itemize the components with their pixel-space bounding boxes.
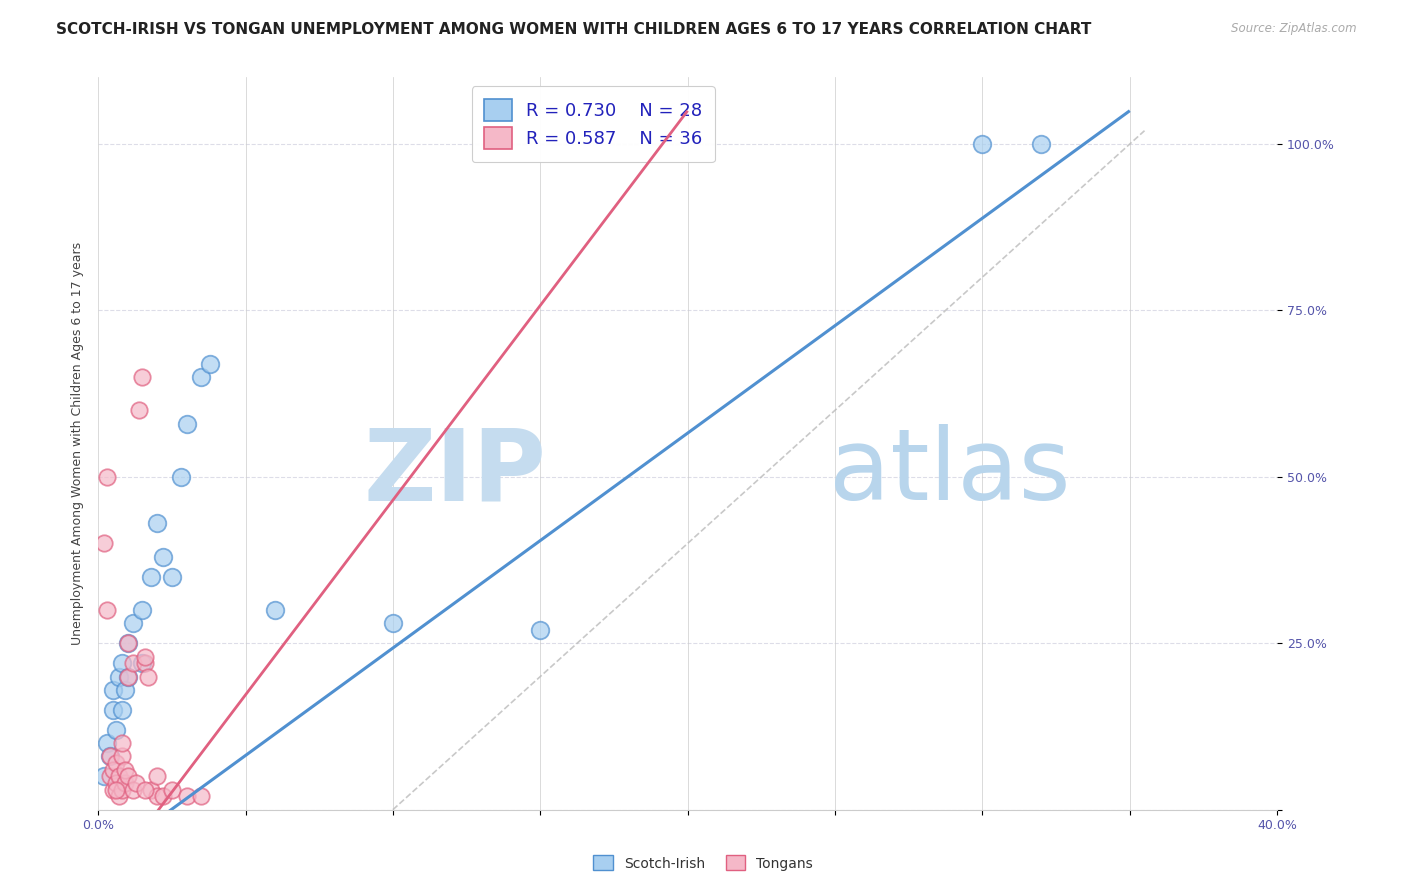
Point <box>101 703 124 717</box>
Point <box>190 370 212 384</box>
Point <box>152 549 174 564</box>
Point <box>107 789 129 804</box>
Point <box>98 769 121 783</box>
Point <box>146 769 169 783</box>
Point <box>101 682 124 697</box>
Point <box>107 669 129 683</box>
Point <box>111 782 134 797</box>
Point <box>96 736 118 750</box>
Point <box>972 136 994 151</box>
Point <box>190 789 212 804</box>
Point <box>122 782 145 797</box>
Point <box>104 723 127 737</box>
Y-axis label: Unemployment Among Women with Children Ages 6 to 17 years: Unemployment Among Women with Children A… <box>72 242 84 645</box>
Point <box>146 789 169 804</box>
Point <box>111 736 134 750</box>
Point <box>104 756 127 770</box>
Point <box>104 776 127 790</box>
Point <box>131 657 153 671</box>
Text: Source: ZipAtlas.com: Source: ZipAtlas.com <box>1232 22 1357 36</box>
Point <box>134 649 156 664</box>
Point <box>117 636 139 650</box>
Point <box>111 703 134 717</box>
Point <box>111 749 134 764</box>
Point <box>98 749 121 764</box>
Point <box>96 470 118 484</box>
Point <box>101 782 124 797</box>
Point <box>176 789 198 804</box>
Point <box>136 669 159 683</box>
Point <box>160 782 183 797</box>
Point <box>128 403 150 417</box>
Point <box>114 776 136 790</box>
Point <box>529 623 551 637</box>
Point <box>152 789 174 804</box>
Point <box>114 682 136 697</box>
Point <box>101 763 124 777</box>
Point <box>93 769 115 783</box>
Point <box>117 669 139 683</box>
Text: ZIP: ZIP <box>363 425 546 521</box>
Point <box>381 616 404 631</box>
Point <box>122 657 145 671</box>
Text: SCOTCH-IRISH VS TONGAN UNEMPLOYMENT AMONG WOMEN WITH CHILDREN AGES 6 TO 17 YEARS: SCOTCH-IRISH VS TONGAN UNEMPLOYMENT AMON… <box>56 22 1091 37</box>
Point <box>111 657 134 671</box>
Point <box>98 749 121 764</box>
Point <box>93 536 115 550</box>
Point <box>169 470 191 484</box>
Point <box>131 603 153 617</box>
Point <box>134 657 156 671</box>
Point <box>1031 136 1053 151</box>
Point <box>104 782 127 797</box>
Point <box>117 636 139 650</box>
Point <box>125 776 148 790</box>
Point <box>141 782 163 797</box>
Point <box>160 570 183 584</box>
Point <box>141 570 163 584</box>
Point <box>107 769 129 783</box>
Text: atlas: atlas <box>830 425 1071 521</box>
Point <box>134 782 156 797</box>
Legend: Scotch-Irish, Tongans: Scotch-Irish, Tongans <box>588 850 818 876</box>
Point <box>198 357 221 371</box>
Point <box>117 669 139 683</box>
Point <box>264 603 287 617</box>
Point <box>117 769 139 783</box>
Point <box>114 763 136 777</box>
Point <box>122 616 145 631</box>
Point <box>131 370 153 384</box>
Point <box>96 603 118 617</box>
Point <box>176 417 198 431</box>
Point <box>146 516 169 531</box>
Legend: R = 0.730    N = 28, R = 0.587    N = 36: R = 0.730 N = 28, R = 0.587 N = 36 <box>472 87 714 162</box>
